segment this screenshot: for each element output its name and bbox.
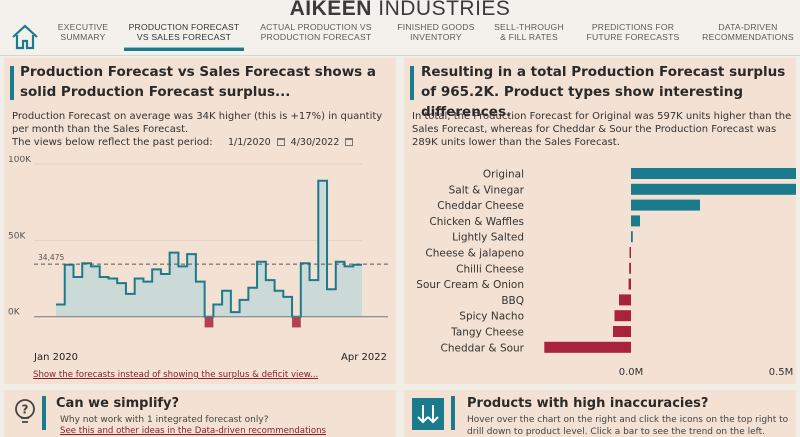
right-card-text: In total, the Production Forecast for Or… — [412, 111, 792, 148]
bar-category-label: Chilli Cheese — [456, 263, 524, 275]
tab-production-vs-sales[interactable]: PRODUCTION FORECAST VS SALES FORECAST — [124, 22, 244, 52]
inaccuracies-title: Products with high inaccuracies? — [467, 396, 709, 411]
product-bar-chart[interactable]: Original Salt & Vinegar Cheddar Cheese Chic… — [406, 162, 796, 384]
product-bar[interactable] — [631, 199, 700, 211]
product-bar[interactable] — [613, 326, 631, 337]
product-bar[interactable] — [619, 294, 631, 306]
product-bar[interactable] — [629, 262, 631, 274]
show-forecasts-link[interactable]: Show the forecasts instead of showing th… — [33, 370, 319, 380]
y-tick-label: 0K — [8, 308, 21, 318]
svg-text:?: ? — [22, 403, 29, 417]
product-bar[interactable] — [628, 278, 631, 290]
inaccuracies-accent-bar — [451, 396, 455, 430]
deficit-block — [292, 316, 301, 328]
tab-finished-goods[interactable]: FINISHED GOODS INVENTORY — [397, 22, 475, 42]
drill-down-icon[interactable] — [412, 398, 444, 430]
header-bar: AIKEEN INDUSTRIES EXECUTIVE SUMMARY PROD… — [0, 0, 800, 56]
calendar-icon[interactable] — [276, 138, 285, 146]
left-card-title: Production Forecast vs Sales Forecast sh… — [20, 64, 377, 100]
period-label: The views below reflect the past period: — [12, 137, 213, 148]
left-accent-bar — [10, 66, 14, 100]
product-bar[interactable] — [631, 215, 640, 227]
y-tick-label: 50K — [8, 231, 26, 241]
calendar-icon[interactable] — [345, 138, 354, 146]
date-from[interactable]: 1/1/2020 — [228, 137, 271, 148]
bar-category-label: Cheddar Cheese — [437, 200, 524, 212]
simplify-accent-bar — [42, 396, 46, 430]
x-axis-start: Jan 2020 — [34, 352, 79, 363]
bar-category-label: BBQ — [501, 295, 524, 307]
bar-category-label: Cheddar & Sour — [441, 342, 525, 354]
surplus-line-chart[interactable]: 100K 50K 0K 34,475 — [6, 156, 392, 346]
left-insight-card — [4, 58, 396, 384]
inaccuracies-text: Hover over the chart on the right and cl… — [467, 415, 789, 437]
tab-sell-through[interactable]: SELL-THROUGH & FILL RATES — [494, 22, 564, 42]
y-tick-label: 100K — [8, 156, 32, 165]
tab-recommendations[interactable]: DATA-DRIVEN RECOMMENDATIONS — [702, 22, 794, 42]
x-tick-label: 0.0M — [619, 367, 644, 378]
bar-category-label: Lightly Salted — [452, 232, 524, 244]
tab-executive-summary[interactable]: EXECUTIVE SUMMARY — [57, 22, 109, 42]
surplus-area — [56, 180, 362, 317]
product-bar[interactable] — [631, 231, 633, 243]
x-tick-label: 0.5M — [769, 367, 794, 378]
bar-category-label: Chicken & Waffles — [429, 216, 524, 228]
inaccuracies-card — [404, 390, 796, 437]
bar-category-label: Sour Cream & Onion — [416, 279, 524, 291]
bar-category-label: Cheese & jalapeno — [425, 248, 524, 260]
x-axis-end: Apr 2022 — [341, 352, 387, 363]
bar-category-label: Tangy Cheese — [450, 327, 524, 339]
deficit-block — [204, 316, 214, 328]
simplify-title: Can we simplify? — [56, 396, 180, 411]
average-label: 34,475 — [38, 253, 64, 262]
left-card-text: Production Forecast on average was 34K h… — [12, 111, 383, 135]
right-card-title: Resulting in a total Production Forecast… — [421, 64, 786, 120]
product-bar[interactable] — [631, 168, 796, 179]
product-bar[interactable] — [629, 247, 632, 258]
product-bar[interactable] — [631, 183, 796, 195]
bar-category-label: Spicy Nacho — [459, 311, 524, 323]
product-bar[interactable] — [544, 341, 631, 353]
tab-predictions[interactable]: PREDICTIONS FOR FUTURE FORECASTS — [586, 22, 680, 42]
tab-actual-vs-production[interactable]: ACTUAL PRODUCTION VS PRODUCTION FORECAST — [260, 22, 372, 42]
recommendations-link[interactable]: See this and other ideas in the Data-dri… — [60, 426, 327, 436]
lightbulb-icon: ? — [14, 398, 36, 428]
bar-category-label: Original — [483, 169, 524, 181]
home-icon[interactable] — [9, 23, 41, 51]
brand-title: AIKEEN INDUSTRIES — [289, 0, 511, 20]
right-accent-bar — [410, 66, 414, 100]
date-range[interactable]: 1/1/2020 4/30/2022 — [228, 137, 359, 148]
bar-category-label: Salt & Vinegar — [449, 184, 525, 196]
simplify-card — [4, 390, 396, 437]
product-bar[interactable] — [614, 310, 632, 322]
right-insight-card — [404, 58, 796, 384]
simplify-text: Why not work with 1 integrated forecast … — [60, 415, 269, 425]
date-to[interactable]: 4/30/2022 — [290, 137, 340, 148]
